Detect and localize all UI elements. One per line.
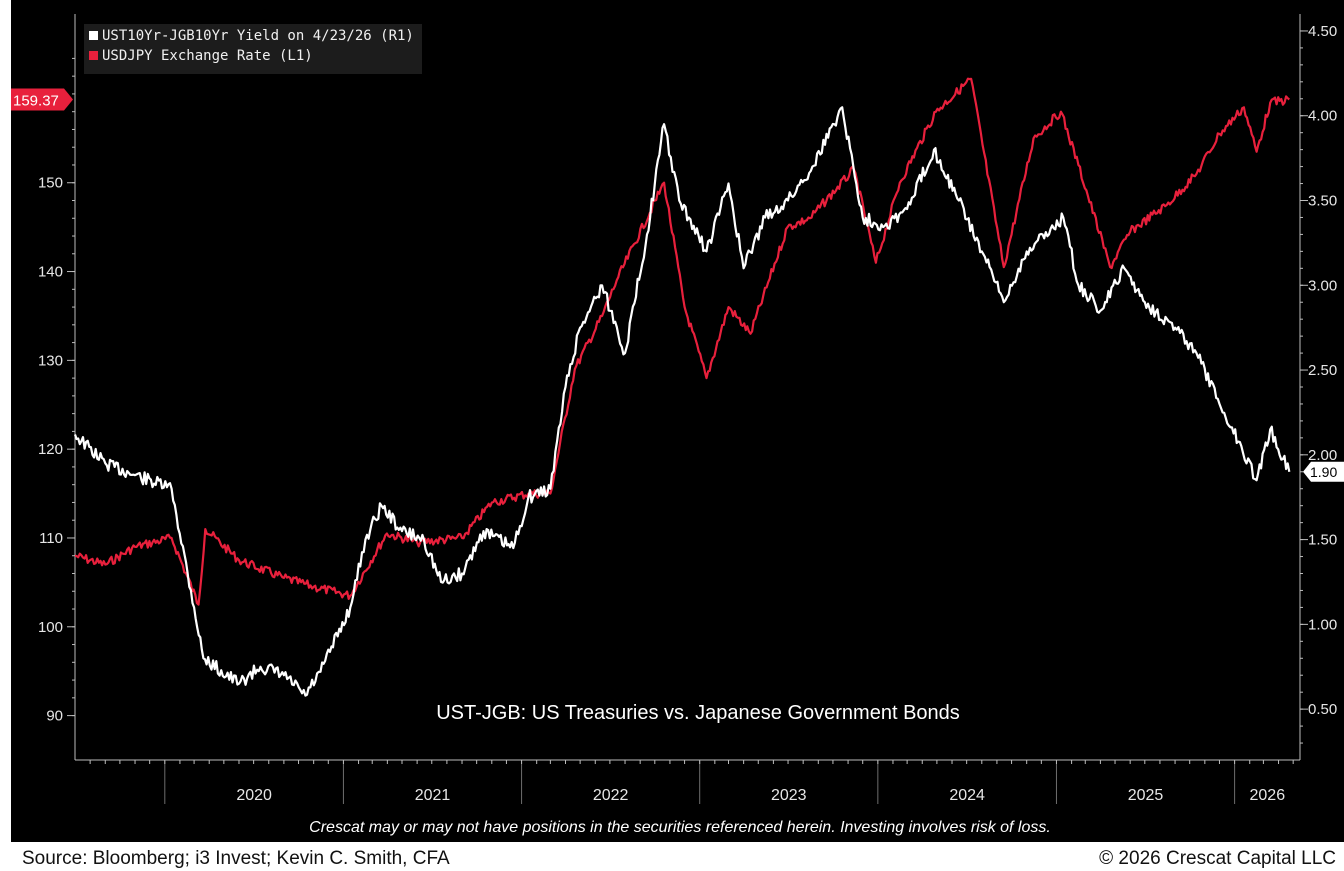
legend-label: USDJPY Exchange Rate (L1) — [102, 48, 313, 64]
left-axis-tick-label: 140 — [38, 264, 63, 281]
right-axis-tick-label: 2.00 — [1308, 447, 1337, 464]
chart-panel — [11, 0, 1344, 842]
right-axis-tick-label: 0.50 — [1308, 701, 1337, 718]
right-axis-tick-label: 1.50 — [1308, 532, 1337, 549]
right-axis-tick-label: 4.00 — [1308, 108, 1337, 125]
left-axis-tick-label: 110 — [39, 530, 63, 547]
yield-last-value-tag — [1303, 461, 1344, 482]
yield-last-value-label: 1.90 — [1310, 464, 1337, 480]
x-axis-tick-label: 2026 — [1250, 787, 1286, 804]
chart-annotation: UST-JGB: US Treasuries vs. Japanese Gove… — [436, 702, 960, 724]
legend-swatch — [89, 31, 98, 40]
x-axis-tick-label: 2022 — [593, 787, 629, 804]
x-axis-tick-label: 2023 — [771, 787, 807, 804]
usdjpy-last-value-tag — [11, 88, 73, 111]
right-axis-tick-label: 2.50 — [1308, 362, 1337, 379]
usdjpy-series-line — [74, 77, 1290, 606]
right-axis-tick-label: 4.50 — [1308, 23, 1337, 40]
right-axis-tick-label: 1.00 — [1308, 616, 1337, 633]
left-axis-tick-label: 150 — [38, 175, 63, 192]
right-axis-tick-label: 3.50 — [1308, 193, 1337, 210]
yield-spread-series-line — [73, 106, 1291, 697]
copyright-note: © 2026 Crescat Capital LLC — [1099, 848, 1336, 869]
right-axis-tick-label: 3.00 — [1308, 277, 1337, 294]
x-axis-tick-label: 2025 — [1128, 787, 1164, 804]
legend-label: UST10Yr-JGB10Yr Yield on 4/23/26 (R1) — [102, 28, 414, 44]
left-axis-tick-label: 130 — [38, 352, 63, 369]
x-axis-tick-label: 2024 — [949, 787, 985, 804]
left-axis-tick-label: 90 — [46, 708, 63, 725]
source-note: Source: Bloomberg; i3 Invest; Kevin C. S… — [22, 848, 450, 869]
left-axis-tick-label: 100 — [38, 619, 63, 636]
disclaimer-text: Crescat may or may not have positions in… — [309, 819, 1051, 836]
left-axis-tick-label: 120 — [38, 441, 63, 458]
page-margin — [0, 0, 11, 871]
usdjpy-last-value-label: 159.37 — [13, 93, 59, 110]
legend-swatch — [89, 51, 98, 60]
x-axis-tick-label: 2020 — [236, 787, 272, 804]
legend-box — [84, 24, 422, 74]
x-axis-tick-label: 2021 — [415, 787, 451, 804]
